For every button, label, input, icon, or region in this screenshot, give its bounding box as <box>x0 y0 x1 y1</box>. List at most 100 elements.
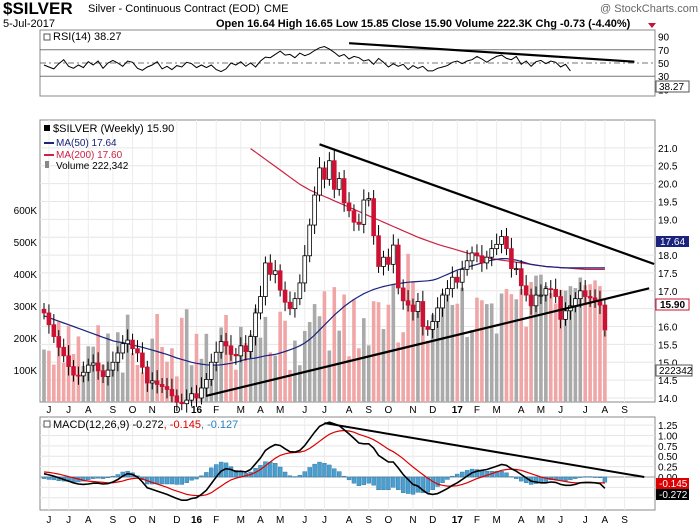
volume-bar <box>204 333 209 402</box>
volume-bar <box>435 320 440 402</box>
macd-histogram-bar <box>533 476 539 484</box>
volume-value-box <box>655 364 693 377</box>
candle <box>331 150 337 199</box>
price-x-tick-label: A <box>602 405 609 416</box>
macd-histogram-bar <box>258 465 263 478</box>
candle-body <box>548 288 554 291</box>
price-x-tick-label: D <box>429 405 436 416</box>
macd-histogram-bar <box>110 475 116 478</box>
macd-x-tick-label: A <box>346 515 353 526</box>
volume-bar <box>268 352 273 402</box>
macd-histogram-bar <box>164 476 170 485</box>
candle <box>435 297 440 328</box>
signal-value-box <box>656 478 689 489</box>
volume-bar <box>52 364 56 402</box>
chart-date: 5-Jul-2017 <box>3 18 55 30</box>
candle-body <box>346 202 352 212</box>
price-legend-title: $SILVER (Weekly) 15.90 <box>53 123 174 135</box>
volume-bar <box>485 304 489 402</box>
volume-bar <box>248 334 253 402</box>
candle <box>479 245 485 272</box>
volume-bar <box>135 364 140 402</box>
candle-body <box>76 374 81 377</box>
macd-histogram-bar <box>578 476 583 478</box>
candle <box>312 186 317 234</box>
macd-histogram-bar <box>361 476 366 486</box>
macd-x-tick-label: J <box>583 515 588 526</box>
volume-tick-label: 500K <box>14 238 38 249</box>
volume-bar <box>376 302 381 402</box>
macd-histogram-bar <box>514 476 519 479</box>
candle-body <box>81 371 86 377</box>
candle-body <box>277 270 283 291</box>
macd-x-tick-label: S <box>110 515 117 526</box>
price-x-tick-label: D <box>173 405 180 416</box>
candle-body <box>563 310 568 320</box>
volume-bar <box>421 309 425 402</box>
macd-histogram-bar <box>504 472 509 478</box>
rsi-tick-label: 50 <box>658 59 670 70</box>
volume-tick-label: 100K <box>14 366 38 377</box>
volume-bar <box>519 289 524 402</box>
candle <box>41 302 47 320</box>
candle-legend-swatch <box>44 125 50 131</box>
rsi-tick-label: 70 <box>658 46 670 57</box>
macd-histogram-bar <box>455 473 460 478</box>
candle-body <box>528 294 534 307</box>
price-trendline <box>319 143 655 266</box>
volume-bar <box>499 293 504 402</box>
volume-bar <box>130 353 135 402</box>
candle <box>395 238 401 295</box>
price-x-tick-label: O <box>129 405 137 416</box>
candle <box>518 260 524 295</box>
candle-body <box>66 355 71 367</box>
volume-bar <box>184 309 189 402</box>
macd-x-axis: J J A S O N D 16 F M A M J J A S O N D 17 F M A M J J A S <box>46 515 628 526</box>
candle <box>277 264 283 297</box>
macd-histogram-bar <box>268 461 273 478</box>
rsi-grid <box>40 49 655 77</box>
volume-bar <box>583 285 587 402</box>
macd-histogram-bar <box>233 470 239 478</box>
candle-body <box>287 301 293 310</box>
candle <box>322 161 327 189</box>
volume-bar <box>347 356 351 402</box>
candle <box>577 282 583 308</box>
candle-body <box>258 296 263 314</box>
candle-body <box>336 178 342 190</box>
candle-body <box>159 384 165 387</box>
candle-body <box>445 288 450 296</box>
macd-histogram-bar <box>81 476 86 482</box>
volume-bar <box>322 291 327 402</box>
candle <box>223 332 229 355</box>
signal-value: -0.145 <box>659 479 688 490</box>
candle <box>95 352 101 380</box>
volume-bar <box>239 326 243 402</box>
candle <box>154 370 160 394</box>
volume-bar <box>302 330 307 402</box>
rsi-legend-swatch <box>43 33 51 41</box>
candle <box>346 192 352 218</box>
volume-bar <box>194 333 199 402</box>
candle-body <box>538 294 544 297</box>
candle <box>194 385 199 407</box>
volume-bar <box>460 287 464 402</box>
volume-bar <box>534 275 538 402</box>
candle <box>297 274 303 306</box>
candle <box>484 250 490 270</box>
volume-bar <box>371 301 376 402</box>
macd-x-tick-label: 16 <box>191 515 203 526</box>
price-x-tick-label: S <box>621 405 628 416</box>
volume-bar <box>539 274 543 402</box>
candle-body <box>597 301 603 306</box>
candle-body <box>450 276 455 290</box>
candle-body <box>154 380 160 385</box>
macd-histogram-bar <box>332 468 337 478</box>
macd-histogram-bar <box>351 476 357 484</box>
price-trendlines <box>206 143 655 397</box>
volume-bar <box>150 338 155 402</box>
macd-histogram-bar <box>209 467 214 478</box>
macd-histogram-bar <box>568 476 573 481</box>
candle <box>430 312 435 339</box>
